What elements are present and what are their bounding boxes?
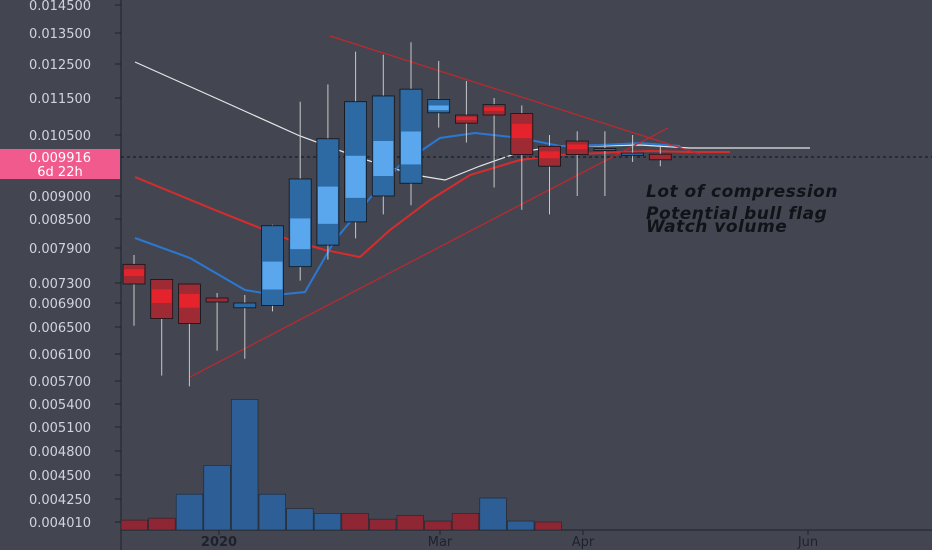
y-tick-label: 0.006100 <box>29 348 91 363</box>
candle-inner-body <box>511 123 532 139</box>
candle-inner-body <box>428 105 449 111</box>
x-tick-label: Jun <box>797 535 818 550</box>
candle-inner-body <box>262 261 283 290</box>
candle-inner-body <box>345 155 366 198</box>
candles <box>122 42 672 387</box>
annotation-watch-volume: Watch volume <box>646 217 787 237</box>
volume-bar <box>231 399 259 531</box>
volume-bar <box>369 518 397 531</box>
volume-bar <box>175 493 204 531</box>
candle-body <box>233 302 257 309</box>
lower-trendline <box>189 127 669 378</box>
volume-bar <box>479 497 507 531</box>
volume-bar <box>451 513 480 531</box>
candle-inner-body <box>567 144 588 150</box>
price-label-countdown: 6d 22h <box>37 165 82 180</box>
volume-bar <box>534 521 562 531</box>
annotation-compression: Lot of compression <box>646 182 838 202</box>
candle-inner-body <box>373 140 394 176</box>
candle-body <box>593 148 617 151</box>
y-tick-label: 0.006500 <box>29 321 91 336</box>
x-tick-label: 2020 <box>201 535 237 550</box>
candle-inner-body <box>317 186 338 224</box>
x-tick-label: Apr <box>572 535 595 550</box>
price-label-box <box>0 149 120 179</box>
volume-bar <box>148 517 176 531</box>
y-tick-label: 0.008500 <box>29 213 91 228</box>
ma-white-line <box>134 61 810 181</box>
y-tick-label: 0.007900 <box>29 242 91 257</box>
candle-inner-body <box>456 117 477 120</box>
y-tick-label: 0.009000 <box>29 190 91 205</box>
y-tick-label: 0.004250 <box>29 493 91 508</box>
volume-bar <box>203 465 231 531</box>
candle-inner-body <box>401 131 421 165</box>
candle-inner-body <box>124 269 144 277</box>
price-label: 0.009916 6d 22h <box>0 149 120 180</box>
y-tick-label: 0.006900 <box>29 297 91 312</box>
volume-bar <box>313 513 342 531</box>
y-tick-label: 0.005100 <box>29 421 91 436</box>
upper-trendline <box>329 35 701 155</box>
candle-body <box>205 297 229 303</box>
y-tick-label: 0.007300 <box>29 277 91 292</box>
candle-inner-body <box>179 293 200 308</box>
y-tick-label: 0.013500 <box>29 27 91 42</box>
y-axis-ticks: 0.014500 0.013500 0.012500 0.011500 0.010500… <box>29 0 121 531</box>
candle-body <box>621 152 644 156</box>
y-tick-label: 0.004500 <box>29 469 91 484</box>
x-tick-label: Mar <box>428 535 453 550</box>
annotation-bull-flag: Potential bull flag <box>646 204 827 224</box>
y-tick-label: 0.004800 <box>29 445 91 460</box>
y-tick-label: 0.014500 <box>29 0 91 14</box>
y-tick-label: 0.010500 <box>29 129 91 144</box>
volume-bar <box>424 520 452 531</box>
volume-bar <box>507 520 535 531</box>
volume-bar <box>396 514 424 531</box>
candle-inner-body <box>290 218 311 250</box>
volume-bar <box>341 513 369 531</box>
x-axis-ticks: 2020 Mar Apr Jun <box>201 530 818 550</box>
candle-body <box>648 153 672 161</box>
y-tick-label: 0.012500 <box>29 58 91 73</box>
y-tick-label: 0.011500 <box>29 92 91 107</box>
candle-inner-body <box>484 107 505 111</box>
volume-bar <box>286 508 314 531</box>
y-tick-label: 0.005700 <box>29 375 91 390</box>
volume-bars <box>120 399 562 531</box>
price-label-value: 0.009916 <box>29 151 91 166</box>
candle-inner-body <box>151 289 172 303</box>
y-tick-label: 0.004010 <box>29 516 91 531</box>
y-tick-label: 0.005400 <box>29 398 91 413</box>
volume-bar <box>120 519 148 531</box>
volume-bar <box>258 493 286 531</box>
candle-inner-body <box>539 151 560 159</box>
